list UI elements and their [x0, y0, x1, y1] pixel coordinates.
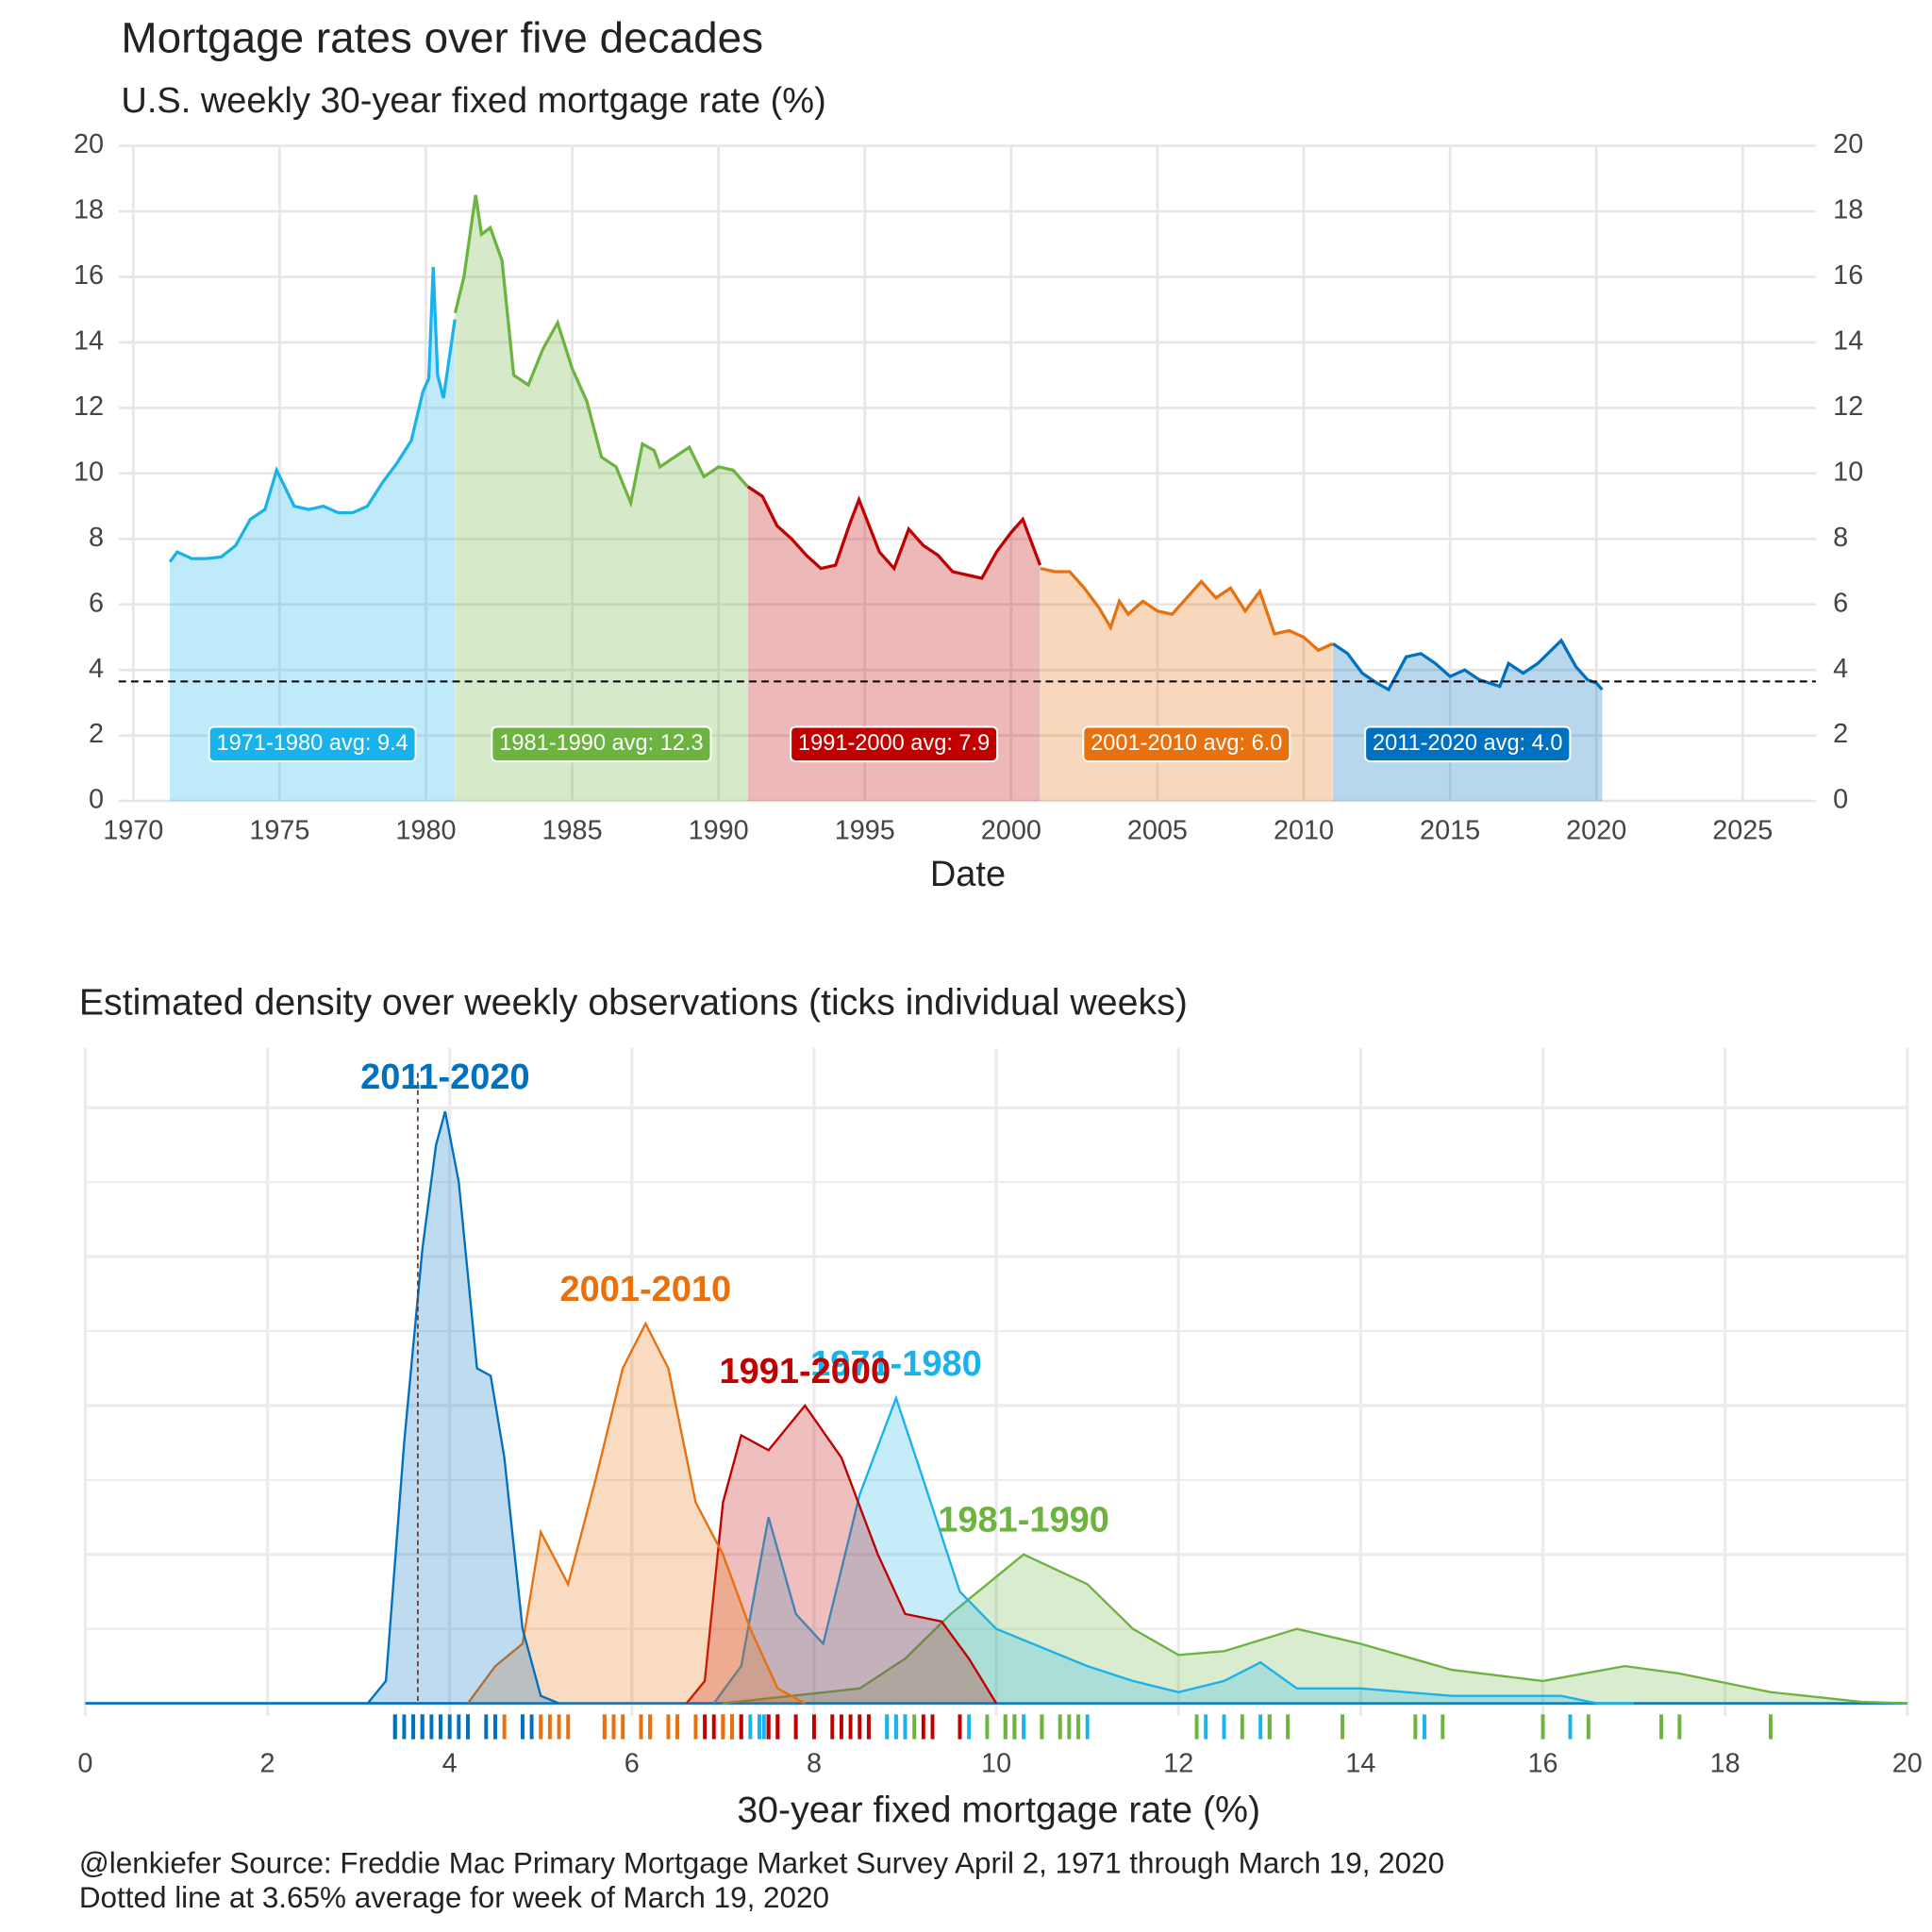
density-area [713, 1398, 1635, 1704]
average-label: 2001-2010 avg: 6.0 [1082, 725, 1291, 763]
y-tick-label: 2 [1833, 719, 1848, 749]
y-tick-label: 4 [89, 654, 104, 684]
x-tick-label: 1975 [249, 815, 309, 845]
line [453, 194, 749, 508]
x-tick-label: 1990 [689, 815, 749, 845]
series-label: 2011-2020 [360, 1058, 530, 1097]
area [455, 194, 748, 802]
line [1332, 638, 1604, 692]
y-tick-label: 8 [1833, 523, 1848, 553]
series-label: 1981-1990 [938, 1501, 1109, 1541]
area [747, 486, 1041, 802]
x-tick-label: 6 [625, 1749, 640, 1779]
average-label-text: 1991-2000 avg: 7.9 [798, 730, 990, 755]
density-area [686, 1405, 997, 1704]
x-tick-label: 1985 [542, 815, 603, 845]
chart-title: Estimated density over weekly observatio… [79, 982, 1188, 1024]
area [1333, 640, 1603, 802]
x-tick-label: 4 [442, 1749, 458, 1779]
y-tick-label: 0 [1833, 785, 1848, 815]
density-area [723, 1554, 1907, 1704]
x-tick-label: 0 [77, 1749, 92, 1779]
x-axis-title: Date [930, 855, 1006, 894]
x-tick-label: 2000 [981, 815, 1041, 845]
x-tick-label: 12 [1163, 1749, 1193, 1779]
x-tick-label: 1970 [103, 815, 163, 845]
chart-title: Mortgage rates over five decades [121, 12, 763, 61]
x-tick-label: 2010 [1274, 815, 1334, 845]
x-tick-label: 10 [981, 1749, 1011, 1779]
average-label: 1991-2000 avg: 7.9 [790, 725, 999, 763]
y-tick-label: 4 [1833, 654, 1848, 684]
y-tick-label: 10 [1833, 457, 1863, 487]
average-label: 1971-1980 avg: 9.4 [208, 725, 417, 763]
x-tick-label: 18 [1710, 1749, 1740, 1779]
density-line [723, 1553, 1907, 1705]
x-tick-label: 1980 [395, 815, 456, 845]
series-label: 1971-1980 [810, 1344, 982, 1384]
average-label-text: 1971-1980 avg: 9.4 [217, 730, 408, 755]
x-tick-label: 14 [1345, 1749, 1375, 1779]
y-tick-label: 6 [89, 588, 104, 618]
y-tick-label: 18 [1833, 195, 1863, 225]
y-tick-label: 20 [1833, 129, 1863, 159]
density-line [366, 1110, 560, 1705]
y-tick-label: 12 [74, 391, 104, 422]
x-tick-label: 2025 [1712, 815, 1773, 845]
average-label-text: 1981-1990 avg: 12.3 [499, 730, 703, 755]
label-box [491, 725, 712, 763]
y-tick-label: 14 [1833, 326, 1863, 357]
x-tick-label: 8 [807, 1749, 822, 1779]
caption: Dotted line at 3.65% average for week of… [79, 1881, 829, 1914]
y-tick-label: 0 [89, 785, 104, 815]
x-tick-label: 2020 [1566, 815, 1626, 845]
y-tick-label: 2 [89, 719, 104, 749]
caption: @lenkiefer Source: Freddie Mac Primary M… [79, 1847, 1444, 1880]
x-tick-label: 2005 [1127, 815, 1188, 845]
label-box [208, 725, 417, 763]
label-box [1364, 725, 1572, 763]
series-label: 1991-2000 [719, 1352, 891, 1391]
area [170, 267, 456, 802]
average-label: 1981-1990 avg: 12.3 [491, 725, 712, 763]
density-line [467, 1321, 806, 1705]
y-tick-label: 16 [74, 260, 104, 291]
line [168, 267, 457, 563]
x-tick-label: 1995 [835, 815, 895, 845]
y-tick-label: 14 [74, 326, 104, 357]
y-tick-label: 16 [1833, 260, 1863, 291]
y-tick-label: 20 [74, 129, 104, 159]
y-tick-label: 12 [1833, 391, 1863, 422]
density-line [712, 1394, 1635, 1705]
y-tick-label: 10 [74, 457, 104, 487]
average-label: 2011-2020 avg: 4.0 [1364, 725, 1572, 763]
x-tick-label: 16 [1527, 1749, 1557, 1779]
average-label-text: 2011-2020 avg: 4.0 [1373, 730, 1562, 755]
label-box [1082, 725, 1291, 763]
x-axis-title: 30-year fixed mortgage rate (%) [737, 1789, 1260, 1830]
y-tick-label: 18 [74, 195, 104, 225]
x-tick-label: 2 [260, 1749, 275, 1779]
density-line [685, 1403, 998, 1705]
chart-subtitle: U.S. weekly 30-year fixed mortgage rate … [121, 81, 825, 121]
average-label-text: 2001-2010 avg: 6.0 [1091, 730, 1282, 755]
x-tick-label: 2015 [1420, 815, 1480, 845]
x-tick-label: 20 [1892, 1749, 1923, 1779]
line [1040, 566, 1334, 653]
series-label: 2001-2010 [559, 1270, 731, 1309]
density-area [468, 1324, 806, 1704]
density-area [367, 1111, 559, 1704]
y-tick-label: 6 [1833, 588, 1848, 618]
label-box [790, 725, 999, 763]
line [746, 485, 1042, 580]
y-tick-label: 8 [89, 523, 104, 553]
